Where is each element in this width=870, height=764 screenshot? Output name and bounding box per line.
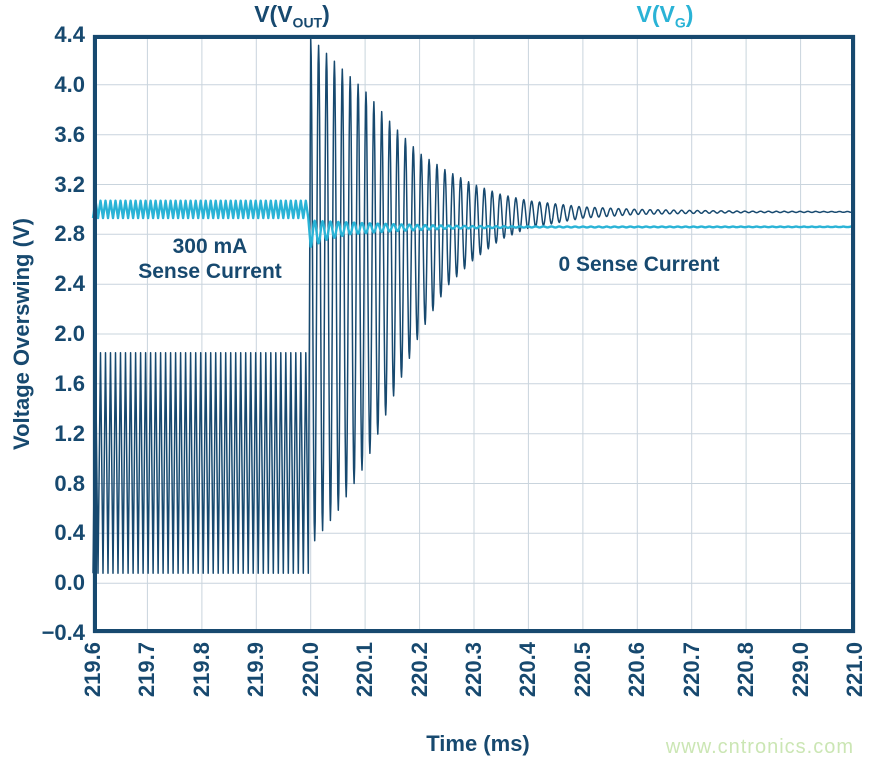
vout-label-text: V(V — [254, 1, 293, 27]
x-tick-label: 220.5 — [569, 642, 595, 698]
y-tick-label: 4.0 — [54, 71, 85, 97]
x-tick-label: 220.6 — [624, 642, 650, 698]
x-tick-label: 219.8 — [188, 642, 214, 698]
y-tick-label: 3.2 — [54, 171, 85, 197]
y-tick-label: 2.4 — [54, 271, 85, 297]
vg-label-close: ) — [685, 1, 694, 27]
y-tick-label: 4.4 — [54, 22, 85, 47]
x-tick-label: 220.1 — [352, 642, 378, 698]
x-tick-label: 229.0 — [787, 642, 813, 698]
plot-frame — [93, 35, 855, 633]
legend-vg-label: V(VG) — [637, 1, 694, 31]
x-axis-title: Time (ms) — [426, 731, 530, 756]
vg-label-subscript: G — [674, 14, 686, 31]
y-tick-label: 1.2 — [54, 420, 85, 446]
y-tick-label: 2.8 — [54, 221, 85, 247]
y-tick-label: 0.4 — [54, 520, 85, 546]
annotation-300ma-sense-current: 300 mA Sense Current — [138, 234, 282, 284]
plot-area: 300 mA Sense Current 0 Sense Current — [91, 34, 856, 634]
y-tick-label: 1.6 — [54, 370, 85, 396]
x-tick-label: 219.6 — [80, 642, 105, 698]
x-tick-label: 220.7 — [678, 642, 704, 698]
x-tick-label: 219.9 — [243, 642, 269, 698]
vg-label-text: V(V — [636, 1, 675, 27]
y-tick-label: −0.4 — [41, 620, 85, 645]
x-tick-label: 220.2 — [406, 642, 432, 698]
annotation-line: Sense Current — [138, 260, 282, 283]
annotation-line: 300 mA — [172, 235, 248, 258]
x-tick-label: 220.3 — [461, 642, 486, 698]
y-tick-label: 3.6 — [54, 121, 85, 147]
y-tick-label: 2.0 — [54, 321, 85, 346]
annotation-line: 0 Sense Current — [558, 253, 720, 276]
waveform-chart — [91, 34, 856, 634]
vg-trace — [91, 199, 856, 249]
x-tick-label: 220.8 — [733, 642, 759, 698]
x-tick-label: 219.7 — [134, 642, 160, 698]
vout-label-close: ) — [322, 1, 330, 27]
watermark: www.cntronics.com — [665, 736, 854, 758]
legend-vout-label: V(VOUT) — [254, 1, 330, 31]
x-tick-label: 220.0 — [297, 642, 323, 698]
y-tick-label: 0.8 — [54, 470, 85, 496]
vout-trace — [92, 36, 856, 574]
x-tick-label: 220.4 — [515, 642, 541, 698]
vout-label-subscript: OUT — [292, 14, 323, 31]
annotation-0-sense-current: 0 Sense Current — [558, 252, 719, 277]
y-tick-label: 0.0 — [54, 570, 85, 596]
x-tick-label: 221.0 — [842, 642, 867, 698]
